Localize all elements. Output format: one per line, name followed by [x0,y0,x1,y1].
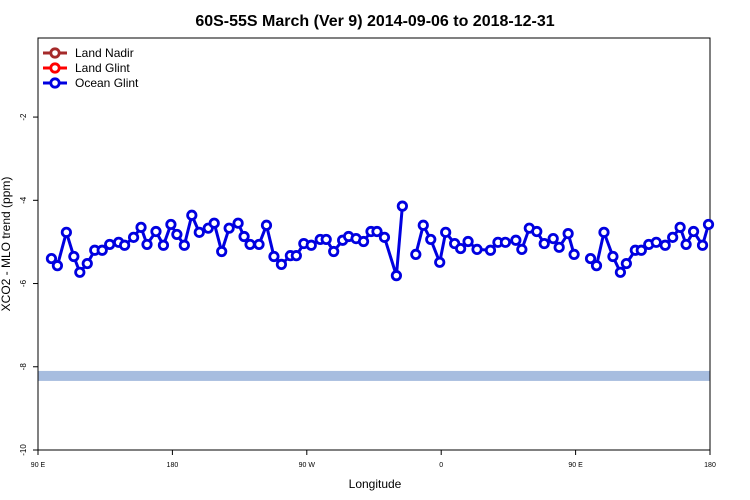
data-point [510,234,522,246]
data-point [60,226,72,238]
data-point [667,231,679,243]
data-point [680,238,692,251]
x-tick-label: 180 [704,462,716,469]
legend-marker [49,62,61,74]
data-point [440,226,452,238]
data-point [81,257,93,270]
data-point [674,221,686,233]
data-point [165,218,177,231]
data-point [499,236,512,248]
data-point [305,239,317,251]
x-tick-label: 90 E [568,462,583,469]
data-point [268,250,280,263]
data-point [51,260,64,272]
data-point [396,200,408,212]
data-point [516,243,528,256]
y-tick-label: -8 [19,363,28,371]
data-point [96,244,108,256]
legend-marker [49,47,61,59]
data-point [598,226,610,238]
data-point [328,245,340,258]
legend-label: Ocean Glint [75,76,139,90]
data-point [232,217,244,229]
y-tick-label: -2 [19,113,28,121]
data-point [238,230,250,243]
legend-label: Land Glint [75,61,130,75]
data-point [290,250,302,262]
chart-title: 60S-55S March (Ver 9) 2014-09-06 to 2018… [195,13,554,30]
data-point [484,244,497,256]
data-point [223,222,235,234]
data-point [568,248,580,261]
data-point [538,237,550,250]
data-point [171,228,183,241]
data-point [150,225,162,238]
x-tick-label: 0 [439,462,443,469]
x-tick-label: 90 E [31,462,46,469]
data-point [531,225,543,238]
y-tick-label: -6 [19,279,28,287]
plot-frame [37,37,711,451]
data-point [244,238,256,251]
data-point [425,233,437,246]
data-point [371,225,383,238]
data-point [135,221,147,233]
data-point [434,256,446,268]
data-point [275,258,288,270]
data-point [471,243,483,256]
data-point [186,209,198,221]
data-point [193,226,205,238]
data-point [104,238,116,251]
data-point [119,239,131,251]
data-point [357,235,370,248]
data-point [614,266,627,278]
x-tick-label: 180 [167,462,179,469]
data-point [320,233,332,246]
data-point [68,250,80,263]
data-point [650,236,662,248]
data-point [253,238,265,251]
data-point [553,241,565,253]
data-point [410,248,422,261]
data-point [378,231,391,243]
data-point [635,244,647,256]
data-point [208,217,220,229]
data-point [696,239,709,251]
data-point [216,245,228,258]
y-axis-label: XCO2 - MLO trend (ppm) [0,177,13,312]
data-point [141,238,153,251]
data-point [260,219,273,231]
data-point [659,239,671,251]
data-point [547,232,559,245]
legend-label: Land Nadir [75,46,134,60]
data-point [590,260,603,272]
x-axis-label: Longitude [349,477,402,491]
data-point [178,239,190,251]
y-tick-label: -4 [19,196,28,204]
data-point [687,225,700,238]
legend-marker [49,77,61,89]
data-point [607,250,619,263]
data-point [584,252,597,265]
data-point [462,235,474,248]
data-point [74,266,86,278]
data-point [562,227,574,240]
data-point [455,242,467,255]
data-point [620,257,632,270]
reference-band [38,370,710,381]
x-tick-label: 90 W [299,462,316,469]
data-point [45,252,58,265]
data-point [702,218,715,231]
data-point [157,239,170,251]
data-point [127,231,140,243]
data-point [390,270,402,282]
y-tick-label: -10 [19,444,28,456]
data-point [417,219,429,231]
